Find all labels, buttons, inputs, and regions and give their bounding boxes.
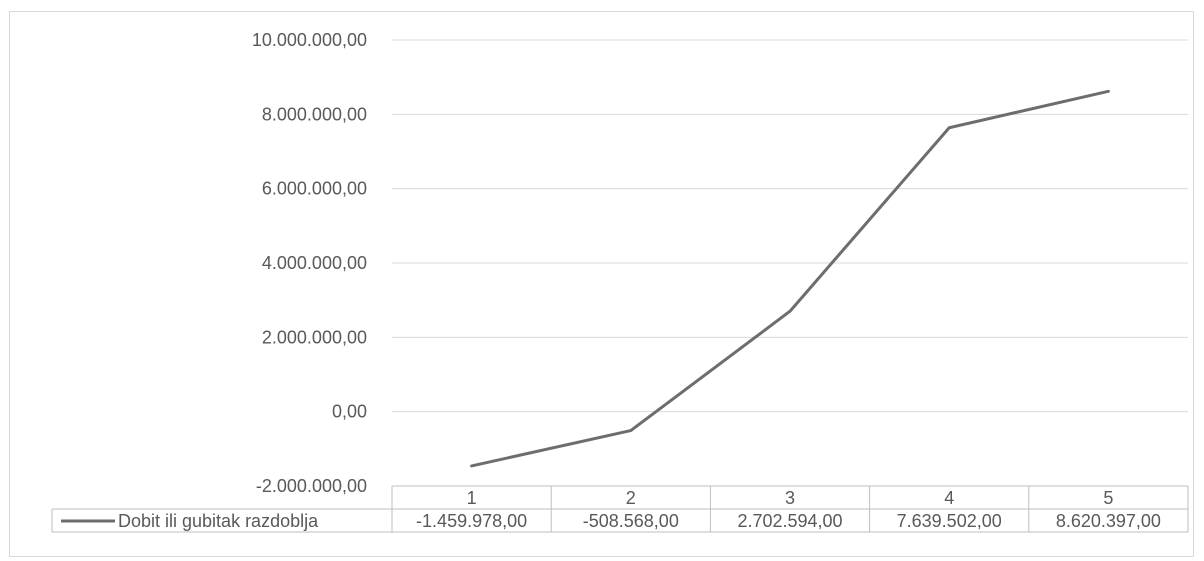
legend-series-name: Dobit ili gubitak razdoblja xyxy=(118,511,319,531)
gridlines xyxy=(392,39,1188,413)
y-tick-label: 4.000.000,00 xyxy=(262,253,367,273)
x-category-label: 3 xyxy=(785,488,795,508)
y-tick-label: 10.000.000,00 xyxy=(252,30,367,50)
data-table: 1 2 3 4 5 Dobit ili gubitak razdoblja -1.459.9… xyxy=(51,485,1189,533)
y-tick-label: -2.000.000,00 xyxy=(256,476,367,496)
x-category-label: 5 xyxy=(1103,488,1113,508)
y-tick-label: 8.000.000,00 xyxy=(262,104,367,124)
y-tick-label: 0,00 xyxy=(332,402,367,422)
data-value-label: 7.639.502,00 xyxy=(897,511,1002,531)
series-lines xyxy=(470,89,1110,468)
y-tick-label: 2.000.000,00 xyxy=(262,327,367,347)
series-line xyxy=(470,89,1110,468)
data-value-label: -508.568,00 xyxy=(583,511,679,531)
data-value-label: 8.620.397,00 xyxy=(1056,511,1161,531)
x-category-label: 1 xyxy=(467,488,477,508)
x-category-label: 4 xyxy=(944,488,954,508)
x-category-label: 2 xyxy=(626,488,636,508)
data-value-label: -1.459.978,00 xyxy=(416,511,527,531)
data-value-label: 2.702.594,00 xyxy=(737,511,842,531)
y-tick-label: 6.000.000,00 xyxy=(262,179,367,199)
chart-frame xyxy=(9,11,1194,557)
y-axis-labels: 10.000.000,00 8.000.000,00 6.000.000,00 4.0… xyxy=(252,30,367,496)
